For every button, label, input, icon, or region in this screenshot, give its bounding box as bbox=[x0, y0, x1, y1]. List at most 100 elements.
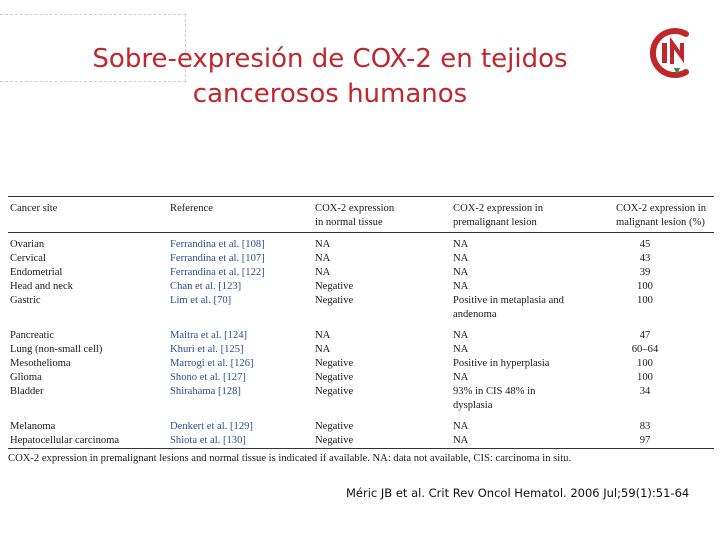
cancer-site-cell: Gastric bbox=[8, 294, 168, 322]
cancer-site-cell: Bladder bbox=[8, 385, 168, 413]
malignant-cell-text: 45 bbox=[639, 239, 651, 250]
malignant-cell-text: 100 bbox=[637, 295, 653, 306]
table-row: Mesothelioma Marrogi et al. [126] Negative… bbox=[8, 357, 714, 371]
malignant-cell: 43 bbox=[614, 252, 714, 266]
premalignant-cell-continuation: dysplasia bbox=[453, 400, 493, 411]
reference-cell: Shirahama [128] bbox=[168, 385, 313, 413]
reference-cell-text: Marrogi et al. [126] bbox=[170, 358, 254, 369]
reference-cell-text: Chan et al. [123] bbox=[170, 281, 242, 292]
column-header: Cancer site bbox=[8, 197, 168, 233]
premalignant-cell: Positive in hyperplasia bbox=[451, 357, 614, 371]
premalignant-cell: NA bbox=[451, 266, 614, 280]
normal-tissue-cell: Negative bbox=[313, 280, 451, 294]
malignant-cell-text: 100 bbox=[637, 281, 653, 292]
slide-title: Sobre-expresión de COX-2 en tejidos canc… bbox=[60, 42, 600, 112]
malignant-cell: 45 bbox=[614, 233, 714, 253]
column-header-line: Cancer site bbox=[10, 203, 58, 214]
reference-cell-text: Ferrandina et al. [107] bbox=[170, 253, 265, 264]
malignant-cell-text: 97 bbox=[639, 435, 651, 446]
cancer-site-cell-text: Endometrial bbox=[10, 267, 63, 278]
title-line-2: cancerosos humanos bbox=[192, 79, 468, 109]
normal-tissue-cell-text: Negative bbox=[315, 421, 354, 432]
premalignant-cell-text: NA bbox=[453, 239, 469, 250]
cancer-site-cell: Glioma bbox=[8, 371, 168, 385]
reference-cell: Denkert et al. [129] bbox=[168, 413, 313, 434]
reference-cell-text: Khuri et al. [125] bbox=[170, 344, 244, 355]
reference-cell: Lim et al. [70] bbox=[168, 294, 313, 322]
normal-tissue-cell-text: NA bbox=[315, 239, 331, 250]
normal-tissue-cell-text: Negative bbox=[315, 386, 354, 397]
premalignant-cell: NA bbox=[451, 233, 614, 253]
reference-cell-text: Ferrandina et al. [108] bbox=[170, 239, 265, 250]
column-header: COX-2 expression in normal tissue bbox=[313, 197, 451, 233]
normal-tissue-cell-text: NA bbox=[315, 253, 331, 264]
column-header: COX-2 expression in premalignant lesion bbox=[451, 197, 614, 233]
column-header-line: Reference bbox=[170, 203, 213, 214]
cancer-site-cell-text: Lung (non-small cell) bbox=[10, 344, 103, 355]
normal-tissue-cell: Negative bbox=[313, 357, 451, 371]
reference-cell: Shono et al. [127] bbox=[168, 371, 313, 385]
malignant-cell: 47 bbox=[614, 322, 714, 343]
table-footnote: COX-2 expression in premalignant lesions… bbox=[8, 453, 572, 464]
table-row: Pancreatic Maitra et al. [124] NA NA 47 bbox=[8, 322, 714, 343]
table-row: Ovarian Ferrandina et al. [108] NA NA 45 bbox=[8, 233, 714, 253]
reference-cell: Ferrandina et al. [107] bbox=[168, 252, 313, 266]
normal-tissue-cell-text: Negative bbox=[315, 435, 354, 446]
table-row: Lung (non-small cell) Khuri et al. [125] N… bbox=[8, 343, 714, 357]
cancer-site-cell-text: Hepatocellular carcinoma bbox=[10, 435, 120, 446]
malignant-cell-text: 47 bbox=[639, 330, 651, 341]
malignant-cell: 34 bbox=[614, 385, 714, 413]
table-body: Ovarian Ferrandina et al. [108] NA NA 45 Cerv… bbox=[8, 233, 714, 449]
table-row: Endometrial Ferrandina et al. [122] NA NA 39 bbox=[8, 266, 714, 280]
cancer-site-cell-text: Melanoma bbox=[10, 421, 56, 432]
malignant-cell: 97 bbox=[614, 434, 714, 449]
cancer-site-cell: Head and neck bbox=[8, 280, 168, 294]
cancer-site-cell-text: Cervical bbox=[10, 253, 46, 264]
premalignant-cell: NA bbox=[451, 371, 614, 385]
citation: Méric JB et al. Crit Rev Oncol Hematol. … bbox=[346, 486, 690, 500]
cancer-site-cell: Endometrial bbox=[8, 266, 168, 280]
premalignant-cell-text: NA bbox=[453, 344, 469, 355]
cancer-site-cell-text: Glioma bbox=[10, 372, 42, 383]
premalignant-cell-text: 93% in CIS 48% in bbox=[453, 386, 536, 397]
malignant-cell-text: 83 bbox=[639, 421, 651, 432]
reference-cell: Shiota et al. [130] bbox=[168, 434, 313, 449]
reference-cell-text: Ferrandina et al. [122] bbox=[170, 267, 265, 278]
premalignant-cell-text: NA bbox=[453, 267, 469, 278]
premalignant-cell-text: NA bbox=[453, 435, 469, 446]
cancer-site-cell: Pancreatic bbox=[8, 322, 168, 343]
column-header-line: COX-2 expression bbox=[315, 203, 395, 214]
cox2-table: Cancer site Reference COX-2 expression in n… bbox=[8, 196, 714, 464]
normal-tissue-cell: NA bbox=[313, 322, 451, 343]
table-row: Head and neck Chan et al. [123] Negative NA… bbox=[8, 280, 714, 294]
premalignant-cell: NA bbox=[451, 252, 614, 266]
malignant-cell: 100 bbox=[614, 294, 714, 322]
premalignant-cell-text: Positive in metaplasia and bbox=[453, 295, 564, 306]
normal-tissue-cell: Negative bbox=[313, 434, 451, 449]
malignant-cell: 100 bbox=[614, 280, 714, 294]
column-header-line: COX-2 expression in bbox=[616, 203, 707, 214]
normal-tissue-cell-text: NA bbox=[315, 330, 331, 341]
reference-cell-text: Shirahama [128] bbox=[170, 386, 241, 397]
reference-cell: Khuri et al. [125] bbox=[168, 343, 313, 357]
premalignant-cell: NA bbox=[451, 280, 614, 294]
malignant-cell: 83 bbox=[614, 413, 714, 434]
malignant-cell: 100 bbox=[614, 371, 714, 385]
malignant-cell-text: 100 bbox=[637, 358, 653, 369]
cancer-site-cell-text: Ovarian bbox=[10, 239, 45, 250]
reference-cell-text: Lim et al. [70] bbox=[170, 295, 232, 306]
table-row: Cervical Ferrandina et al. [107] NA NA 43 bbox=[8, 252, 714, 266]
normal-tissue-cell-text: Negative bbox=[315, 372, 354, 383]
cancer-site-cell-text: Pancreatic bbox=[10, 330, 55, 341]
table-row: Gastric Lim et al. [70] Negative Positive i… bbox=[8, 294, 714, 322]
table-row: Hepatocellular carcinoma Shiota et al. [1… bbox=[8, 434, 714, 449]
malignant-cell-text: 34 bbox=[639, 386, 651, 397]
reference-cell-text: Shiota et al. [130] bbox=[170, 435, 246, 446]
title-line-1: Sobre-expresión de COX-2 en tejidos bbox=[92, 44, 568, 74]
reference-cell: Ferrandina et al. [108] bbox=[168, 233, 313, 253]
normal-tissue-cell-text: Negative bbox=[315, 295, 354, 306]
premalignant-cell: Positive in metaplasia and andenoma bbox=[451, 294, 614, 322]
premalignant-cell-text: NA bbox=[453, 253, 469, 264]
premalignant-cell: NA bbox=[451, 322, 614, 343]
normal-tissue-cell: Negative bbox=[313, 385, 451, 413]
